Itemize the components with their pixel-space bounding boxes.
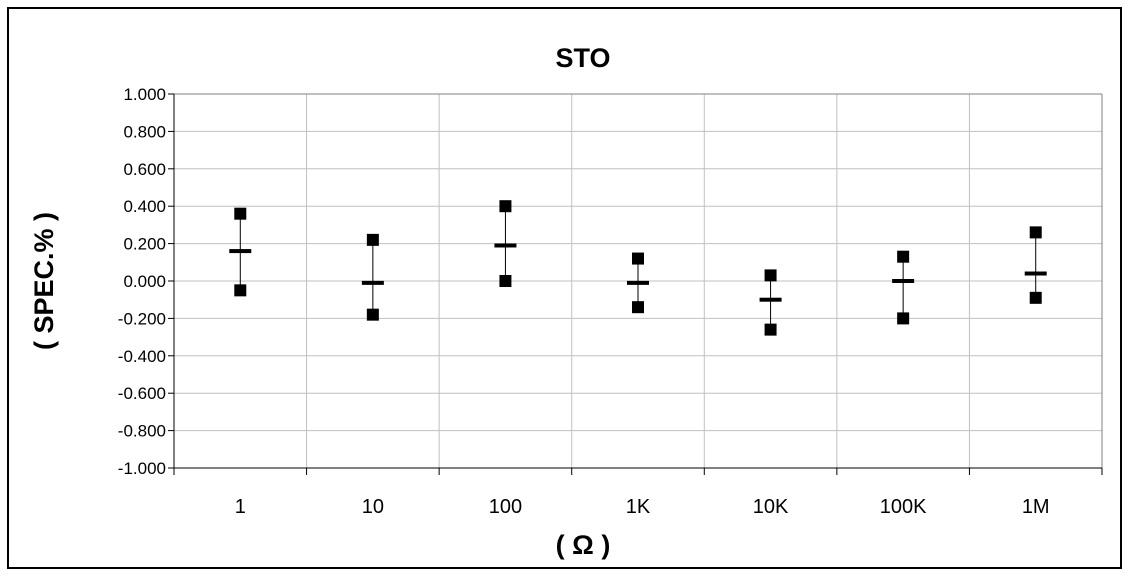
- mid-point: [892, 279, 915, 283]
- y-tick-label: 0.200: [123, 235, 166, 254]
- high-point: [234, 207, 247, 220]
- mid-point: [1024, 271, 1047, 276]
- y-tick-label: -0.200: [118, 309, 166, 328]
- x-tick-label: 1: [235, 496, 246, 518]
- low-point: [897, 312, 910, 325]
- y-tick-label: 0.800: [123, 122, 166, 141]
- x-tick-label: 1M: [1022, 496, 1050, 518]
- mid-point: [229, 249, 252, 254]
- x-tick-labels: 1 10 100 1K 10K 100K 1M: [235, 496, 1050, 518]
- low-point: [1029, 291, 1042, 304]
- y-tick-label: 0.600: [123, 160, 166, 179]
- high-point: [1029, 226, 1042, 239]
- low-point: [632, 301, 644, 314]
- chart-frame: [7, 7, 1122, 569]
- high-point: [764, 269, 777, 282]
- x-tick-label: 10: [362, 496, 384, 518]
- x-axis-label: ( Ω ): [556, 530, 611, 560]
- mid-point: [361, 280, 384, 285]
- x-tick-label: 100: [489, 496, 522, 518]
- x-tick-label: 1K: [626, 496, 651, 518]
- mid-point: [494, 243, 517, 248]
- high-point: [499, 200, 512, 213]
- y-axis-label: ( SPEC.% ): [29, 212, 59, 350]
- x-tick-label: 100K: [880, 496, 927, 518]
- y-tick-label: -1.000: [118, 459, 166, 478]
- y-tick-label: -0.400: [118, 347, 166, 366]
- y-tick-label: 0.400: [123, 197, 166, 216]
- x-tick-label: 10K: [753, 496, 789, 518]
- low-point: [499, 275, 512, 287]
- low-point: [234, 284, 247, 297]
- data-marks: [229, 200, 1047, 336]
- mid-point: [627, 280, 649, 285]
- y-tick-label: 1.000: [123, 85, 166, 104]
- low-point: [366, 308, 379, 321]
- y-tick-label: -0.800: [118, 422, 166, 441]
- chart-title: STO: [555, 43, 610, 73]
- high-point: [632, 252, 644, 265]
- axes: [168, 93, 1103, 475]
- y-tick-labels: 1.000 0.800 0.600 0.400 0.200 0.000 -0.200 -0.4…: [118, 85, 166, 478]
- low-point: [764, 323, 777, 336]
- high-point: [897, 250, 910, 263]
- high-point: [366, 233, 379, 246]
- mid-point: [759, 297, 782, 302]
- y-tick-label: 0.000: [123, 272, 166, 291]
- y-tick-label: -0.600: [118, 384, 166, 403]
